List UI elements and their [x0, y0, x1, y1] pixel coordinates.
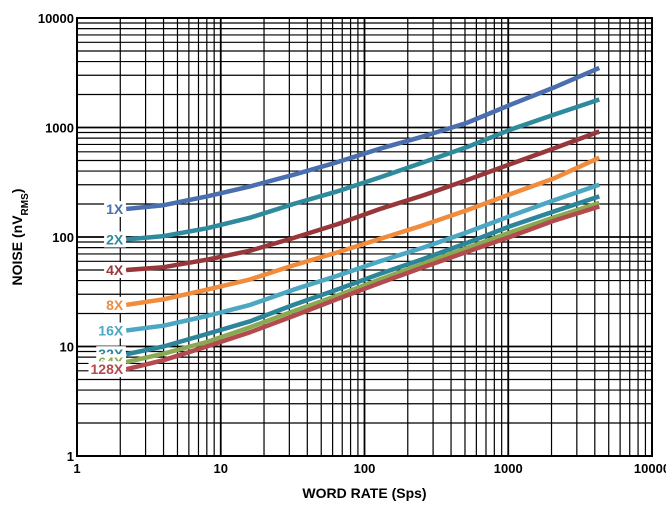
x-tick-label: 10000: [634, 461, 666, 476]
plot-frame: [76, 17, 653, 457]
y-axis-title-subscript: RMS: [20, 193, 31, 216]
series-label-bg: [104, 231, 126, 248]
series-labels: 1X2X4X8X16X32X64X128X: [88, 201, 126, 378]
series-label-4x: 4X: [106, 262, 124, 278]
y-tick-label: 1: [67, 449, 74, 464]
series-label-16x: 16X: [98, 322, 124, 338]
series-line-32x: [125, 194, 601, 357]
x-tick-label: 100: [354, 461, 376, 476]
series-label-128x: 128X: [91, 361, 124, 377]
x-tick-labels: 1 10 100 1000 10000: [73, 461, 666, 476]
series-label-2x: 2X: [106, 231, 124, 247]
x-tick-label: 1: [73, 461, 80, 476]
series-line-2x: [126, 97, 601, 242]
series-line-4x: [126, 129, 601, 273]
series-label-bg: [104, 296, 126, 313]
x-axis-title: WORD RATE (Sps): [302, 485, 426, 501]
y-axis-title: NOISE (nVRMS): [9, 189, 31, 286]
series-line-64x: [125, 200, 600, 365]
y-tick-labels: 1 10 100 1000 10000: [38, 11, 74, 464]
y-tick-label: 10000: [38, 11, 74, 26]
y-tick-label: 10: [60, 340, 74, 355]
series-label-8x: 8X: [106, 297, 124, 313]
series-line-128x: [125, 204, 600, 372]
series-line-8x: [125, 155, 601, 308]
y-tick-label: 1000: [45, 121, 74, 136]
x-tick-label: 1000: [494, 461, 523, 476]
x-tick-label: 10: [214, 461, 228, 476]
series-label-bg: [96, 322, 126, 339]
y-tick-label: 100: [52, 230, 74, 245]
series-label-bg: [104, 201, 126, 218]
series-label-1x: 1X: [106, 201, 124, 217]
grid-lines: [77, 18, 652, 456]
series-label-bg: [88, 361, 126, 378]
series-label-bg: [104, 261, 126, 278]
series-lines: [125, 65, 601, 372]
series-line-16x: [125, 182, 601, 333]
y-axis-title-main: NOISE (nV: [9, 215, 25, 286]
y-axis-title-tail: ): [9, 189, 25, 194]
series-line-1x: [125, 65, 601, 212]
